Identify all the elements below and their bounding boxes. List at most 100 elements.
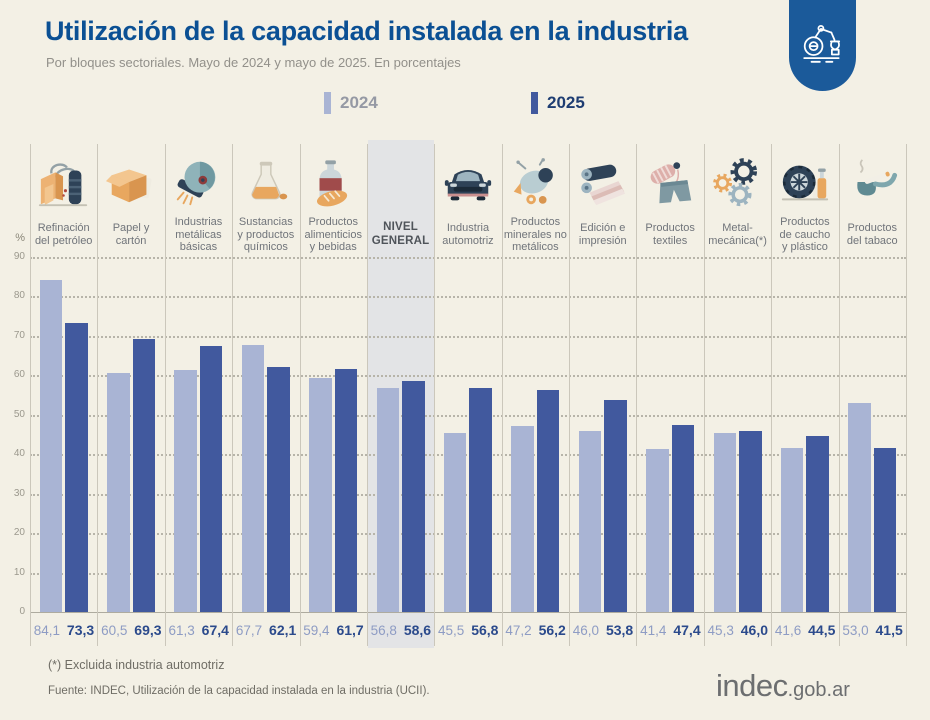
tobacco-pipe-icon xyxy=(839,145,906,209)
value-2024: 41,6 xyxy=(774,622,802,638)
sector-label-11: Metal- mecánica(*) xyxy=(708,222,767,247)
value-labels-12: 41,6 44,5 xyxy=(771,617,838,643)
bottle-bread-icon xyxy=(300,145,367,209)
legend-item-2024: 2024 xyxy=(324,92,378,114)
column-divider xyxy=(434,144,436,646)
y-axis-unit-label: % xyxy=(15,232,25,244)
value-2024: 41,4 xyxy=(640,622,667,638)
bar-chart: Refinación del petróleo 84,1 73,3 Papel y c… xyxy=(30,140,907,652)
grinding-wheel-icon xyxy=(165,145,232,209)
bar-2024-4 xyxy=(241,344,265,612)
sector-label-7: Industria automotriz xyxy=(442,222,494,247)
y-tick-label-70: 70 xyxy=(13,329,25,341)
gridline-80 xyxy=(30,296,906,299)
value-2024: 59,4 xyxy=(303,622,330,638)
value-labels-7: 45,5 56,8 xyxy=(434,617,501,643)
bar-2025-12 xyxy=(806,436,829,612)
value-2024: 45,3 xyxy=(707,622,734,638)
value-2025: 61,7 xyxy=(336,622,364,638)
chemical-flask-icon xyxy=(232,145,299,209)
gridline-40 xyxy=(30,454,906,457)
value-labels-6: 56,8 58,6 xyxy=(367,617,434,643)
value-2024: 47,2 xyxy=(505,622,532,638)
y-tick-label-90: 90 xyxy=(13,251,25,262)
bar-2025-13 xyxy=(873,448,897,612)
chart-column-12: Productos de caucho y plástico 41,6 44,5 xyxy=(771,140,838,652)
indec-logo: indec .gob.ar xyxy=(716,668,850,704)
chart-column-8: Productos minerales no metálicos 47,2 56,2 xyxy=(502,140,569,652)
bar-2025-7 xyxy=(469,387,492,612)
legend-swatch-2024 xyxy=(324,92,331,114)
y-tick-label-0: 0 xyxy=(19,606,25,617)
column-divider xyxy=(636,144,638,646)
column-divider xyxy=(232,144,234,646)
value-labels-3: 61,3 67,4 xyxy=(165,617,232,643)
bar-2024-9 xyxy=(578,430,602,612)
value-labels-2: 60,5 69,3 xyxy=(97,617,164,643)
legend-label-2025: 2025 xyxy=(547,93,585,112)
legend-item-2025: 2025 xyxy=(531,92,585,114)
bar-2025-2 xyxy=(132,338,156,612)
value-2025: 41,5 xyxy=(875,622,903,638)
column-divider xyxy=(771,144,773,646)
sector-label-2: Papel y cartón xyxy=(112,222,150,247)
x-axis-line xyxy=(30,612,906,613)
value-2024: 53,0 xyxy=(842,622,869,638)
chart-column-1: Refinación del petróleo 84,1 73,3 xyxy=(30,140,97,652)
gridline-90 xyxy=(30,257,906,259)
value-labels-10: 41,4 47,4 xyxy=(636,617,703,643)
value-2025: 73,3 xyxy=(66,622,95,638)
value-labels-9: 46,0 53,8 xyxy=(569,617,636,643)
gridline-50 xyxy=(30,414,906,417)
page-subtitle: Por bloques sectoriales. Mayo de 2024 y … xyxy=(46,55,461,70)
gridline-30 xyxy=(30,493,906,496)
column-divider xyxy=(164,144,166,646)
value-labels-1: 84,1 73,3 xyxy=(30,617,97,643)
bar-2025-5 xyxy=(334,368,358,612)
column-divider xyxy=(569,144,571,646)
chart-column-4: Sustancias y productos químicos 67,7 62,1 xyxy=(232,140,299,652)
chart-column-7: Industria automotriz 45,5 56,8 xyxy=(434,140,501,652)
tire-bottle-icon xyxy=(771,145,838,209)
column-divider xyxy=(366,144,368,646)
y-tick-label-20: 20 xyxy=(13,527,25,539)
column-divider xyxy=(30,144,31,646)
value-2025: 67,4 xyxy=(201,622,229,638)
sector-label-12: Productos de caucho y plástico xyxy=(779,215,831,254)
footnote-asterisk: (*) Excluida industria automotriz xyxy=(48,658,225,672)
value-labels-11: 45,3 46,0 xyxy=(704,617,771,643)
sector-label-9: Edición e impresión xyxy=(578,222,627,247)
cardboard-box-icon xyxy=(97,145,164,209)
column-divider xyxy=(501,144,503,646)
chart-column-13: Productos del tabaco 53,0 41,5 xyxy=(839,140,906,652)
sector-label-8: Productos minerales no metálicos xyxy=(503,215,567,254)
bar-2025-9 xyxy=(604,399,627,612)
y-tick-label-50: 50 xyxy=(13,408,25,420)
bar-2024-3 xyxy=(174,370,197,612)
value-2024: 45,5 xyxy=(438,622,465,638)
cement-mixer-icon xyxy=(502,145,569,209)
sector-label-3: Industrias metálicas básicas xyxy=(174,215,223,254)
bar-2025-11 xyxy=(739,430,762,612)
legend-label-2024: 2024 xyxy=(340,93,378,112)
robot-arm-icon xyxy=(802,24,840,63)
value-2024: 84,1 xyxy=(33,622,60,638)
value-labels-13: 53,0 41,5 xyxy=(839,617,906,643)
sector-label-10: Productos textiles xyxy=(645,222,695,247)
gridline-60 xyxy=(30,375,906,378)
chart-column-10: Productos textiles 41,4 47,4 xyxy=(636,140,703,652)
value-2025: 58,6 xyxy=(403,622,432,638)
chart-column-5: Productos alimenticios y bebidas 59,4 61,7 xyxy=(300,140,367,652)
value-2024: 56,8 xyxy=(370,622,397,638)
y-tick-label-10: 10 xyxy=(13,566,25,578)
bar-2024-6 xyxy=(376,387,400,612)
bar-2025-4 xyxy=(267,367,290,612)
chart-column-6: NIVEL GENERAL 56,8 58,6 xyxy=(367,140,434,652)
column-divider xyxy=(299,144,301,646)
value-2025: 69,3 xyxy=(134,622,162,638)
value-2025: 56,8 xyxy=(471,622,499,638)
logo-suffix-text: .gob.ar xyxy=(787,679,850,701)
bar-2024-11 xyxy=(713,433,737,612)
bar-2024-1 xyxy=(39,280,63,612)
value-2025: 47,4 xyxy=(673,622,701,638)
